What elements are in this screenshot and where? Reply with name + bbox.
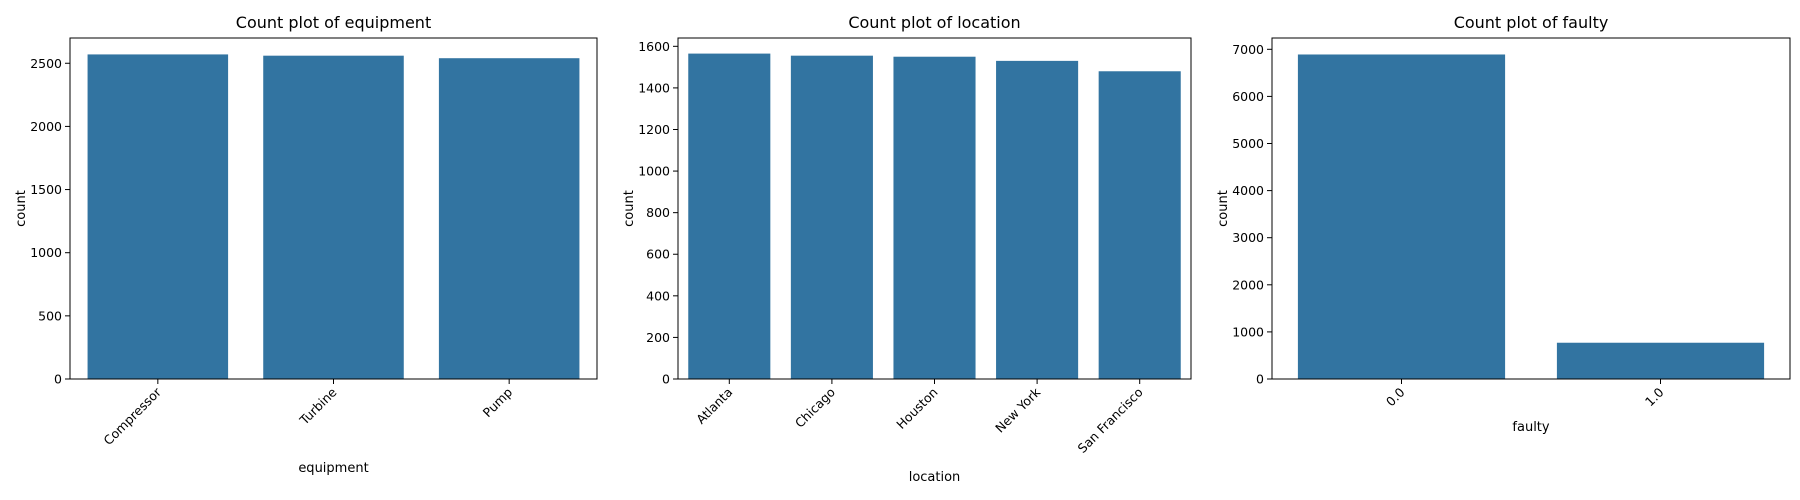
y-tick-label: 0	[1256, 372, 1264, 387]
y-tick-label: 500	[38, 308, 62, 323]
bar-san-francisco	[1098, 71, 1181, 379]
chart-faulty: Count plot of faulty faulty count 0 1000 2…	[1216, 13, 1791, 435]
bar-1-0	[1556, 342, 1765, 379]
x-tick-label: Compressor	[100, 384, 164, 448]
y-axis-label: count	[622, 190, 637, 227]
y-tick-label: 2000	[1232, 277, 1264, 292]
bar-compressor	[87, 54, 229, 379]
chart-title: Count plot of location	[848, 13, 1020, 32]
y-tick-label: 2500	[30, 56, 62, 71]
y-tick-label: 1600	[638, 39, 670, 54]
y-tick-label: 800	[646, 205, 670, 220]
y-tick-label: 1000	[1232, 324, 1264, 339]
y-tick-label: 1000	[30, 245, 62, 260]
chart-title: Count plot of equipment	[236, 13, 431, 32]
bar-0-0	[1297, 54, 1506, 380]
x-tick-label: Turbine	[296, 384, 340, 428]
x-tick-label: Houston	[893, 385, 940, 432]
x-axis-label: equipment	[298, 461, 368, 476]
bar-houston	[893, 56, 976, 380]
y-tick-label: 5000	[1232, 136, 1264, 151]
x-tick-label: 1.0	[1642, 384, 1667, 409]
y-tick-label: 7000	[1232, 42, 1264, 57]
x-tick-label: Chicago	[792, 385, 838, 431]
y-axis-label: count	[14, 190, 29, 227]
y-tick-label: 3000	[1232, 230, 1264, 245]
y-tick-label: 200	[646, 330, 670, 345]
y-tick-label: 0	[54, 372, 62, 387]
y-tick-label: 1500	[30, 182, 62, 197]
y-axis-label: count	[1216, 190, 1231, 227]
x-axis-label: faulty	[1512, 420, 1549, 435]
y-tick-label: 600	[646, 247, 670, 262]
y-tick-label: 4000	[1232, 183, 1264, 198]
x-axis-label: location	[909, 470, 961, 485]
bar-turbine	[263, 55, 404, 379]
chart-equipment: Count plot of equipment equipment count …	[14, 13, 598, 476]
bar-new-york	[996, 60, 1079, 380]
chart-location: Count plot of location location count 0 2…	[622, 13, 1192, 485]
bar-chicago	[790, 55, 873, 380]
y-tick-label: 400	[646, 288, 670, 303]
axes-frame	[1271, 37, 1791, 380]
y-tick-label: 1000	[638, 164, 670, 179]
bar-atlanta	[688, 53, 771, 379]
x-tick-label: Pump	[480, 384, 516, 420]
x-tick-label: Atlanta	[693, 385, 735, 427]
y-tick-label: 2000	[30, 119, 62, 134]
x-tick-label: San Francisco	[1074, 385, 1145, 456]
y-tick-label: 1200	[638, 122, 670, 137]
y-tick-label: 1400	[638, 80, 670, 95]
y-tick-label: 6000	[1232, 89, 1264, 104]
chart-title: Count plot of faulty	[1454, 13, 1609, 32]
y-tick-label: 0	[662, 372, 670, 387]
x-tick-label: New York	[992, 384, 1044, 436]
x-tick-label: 0.0	[1383, 384, 1408, 409]
bar-pump	[438, 58, 580, 380]
